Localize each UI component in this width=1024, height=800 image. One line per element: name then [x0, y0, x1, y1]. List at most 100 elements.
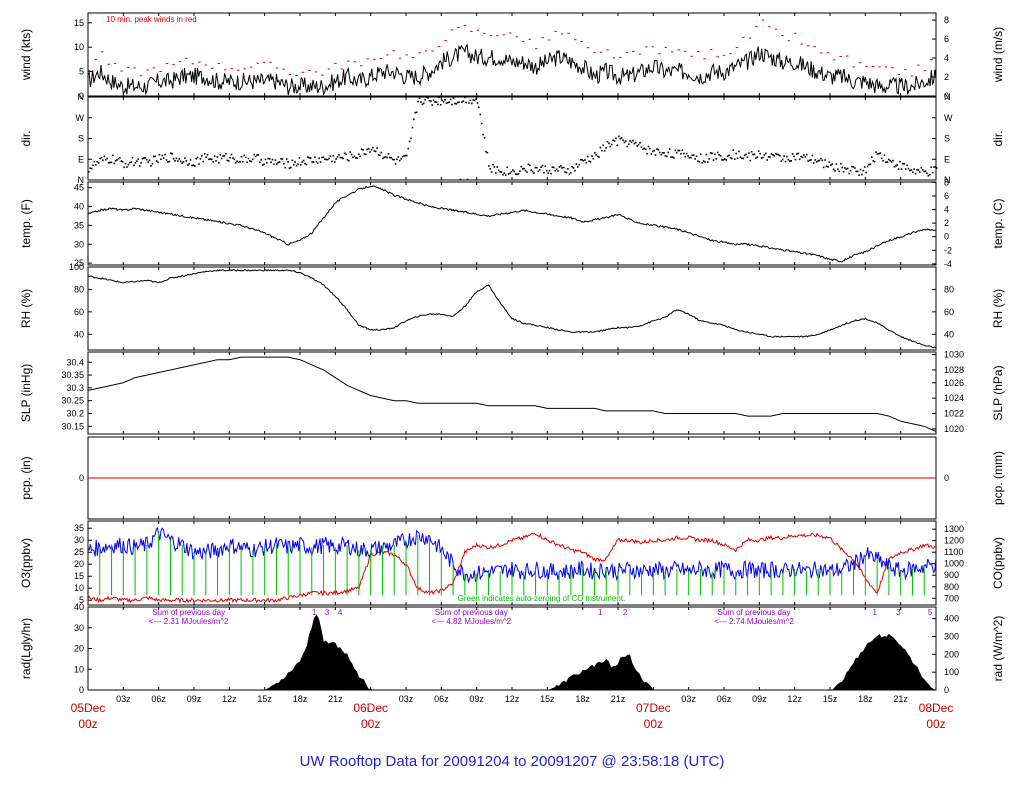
dir-point [275, 163, 278, 165]
dir-point [571, 165, 573, 168]
dir-point [902, 162, 904, 165]
dir-point [288, 167, 291, 169]
dir-point [770, 153, 773, 155]
dir-point [630, 141, 633, 144]
dir-point [396, 158, 398, 161]
dir-point [897, 168, 900, 170]
dir-point [285, 158, 288, 160]
dir-point [846, 167, 849, 170]
dir-point [469, 99, 472, 102]
dir-point [861, 173, 863, 176]
dir-point [519, 170, 521, 172]
dir-point [284, 166, 287, 169]
dir-point [691, 154, 694, 157]
dir-point [495, 172, 497, 174]
dir-point [274, 159, 277, 161]
dir-point [582, 159, 585, 162]
dir-point [321, 156, 323, 159]
dir-point [234, 162, 237, 164]
dir-point [442, 101, 445, 103]
dir-point [394, 163, 397, 165]
dir-point [124, 162, 127, 165]
hour-mark: 1 [312, 608, 317, 617]
date-time-label: 00z [926, 717, 945, 731]
dir-point [653, 149, 655, 152]
dir-point [339, 156, 342, 159]
dir-point [471, 102, 473, 105]
day-sum-value: <--- 2.74 MJoules/m^2 [714, 617, 794, 626]
dir-point [639, 142, 641, 144]
dir-point [766, 159, 768, 161]
y-tick-label: 30 [74, 623, 84, 633]
dir-point [749, 159, 752, 162]
dir-point [227, 160, 230, 162]
dir-point [552, 166, 555, 169]
dir-point [240, 155, 243, 158]
dir-point [206, 153, 209, 156]
dir-point [404, 154, 407, 157]
dir-point [822, 166, 825, 169]
panel-frame [87, 181, 937, 266]
dir-point [777, 153, 780, 156]
dir-point [352, 156, 354, 159]
dir-point [283, 162, 285, 165]
dir-point [104, 158, 107, 161]
date-label: 08Dec [919, 701, 954, 715]
hour-label: 18z [858, 694, 873, 704]
y-tick-label-right: 700 [944, 593, 959, 603]
dir-point [326, 158, 329, 161]
dir-point [89, 167, 92, 169]
dir-point [520, 165, 523, 168]
dir-point [753, 153, 756, 156]
dir-point [671, 156, 674, 158]
dir-point [649, 147, 651, 150]
y-tick-label-right: 6 [944, 191, 949, 201]
dir-point [120, 160, 123, 162]
dir-point [243, 154, 246, 157]
panel-temp: 25 30 35 40 45 -4 -2 0 2 4 6 8 temp. (F) temp. (C) [19, 177, 1005, 268]
dir-point [437, 103, 439, 106]
dir-point [591, 155, 593, 157]
dir-point [849, 169, 852, 172]
dir-point [920, 166, 923, 169]
dir-point [746, 156, 749, 158]
dir-point [805, 153, 808, 156]
dir-point [577, 166, 579, 168]
dir-point [202, 160, 205, 163]
dir-point [222, 155, 224, 157]
dir-point [454, 102, 456, 105]
dir-point [879, 152, 882, 154]
y-tick-label: 30.15 [61, 421, 84, 431]
dir-point [309, 157, 312, 159]
dir-point [562, 166, 565, 169]
dir-point [444, 99, 446, 101]
dir-point [547, 172, 549, 174]
y-tick-label: 80 [74, 284, 84, 294]
dir-point [526, 171, 528, 173]
y-tick-label-right: 80 [944, 284, 954, 294]
dir-point [465, 101, 467, 104]
dir-point [128, 161, 131, 164]
dir-point [663, 151, 665, 154]
y-tick-label: 30.4 [66, 357, 84, 367]
dir-point [230, 153, 233, 156]
y-tick-label-right: 8 [944, 15, 949, 25]
y-tick-label: E [78, 154, 84, 164]
dir-point [294, 161, 296, 163]
dir-point [728, 154, 730, 157]
dir-point [130, 161, 132, 163]
dir-point [554, 169, 556, 172]
dir-point [921, 168, 924, 171]
panel-frame [87, 96, 937, 181]
hour-label: 18z [575, 694, 590, 704]
dir-point [731, 157, 733, 160]
dir-point [198, 163, 200, 165]
dir-point [629, 140, 631, 142]
dir-point [369, 151, 371, 153]
dir-point [835, 163, 838, 165]
dir-point [199, 158, 202, 160]
dir-point [311, 161, 313, 163]
dir-point [249, 160, 251, 162]
dir-point [933, 166, 935, 168]
